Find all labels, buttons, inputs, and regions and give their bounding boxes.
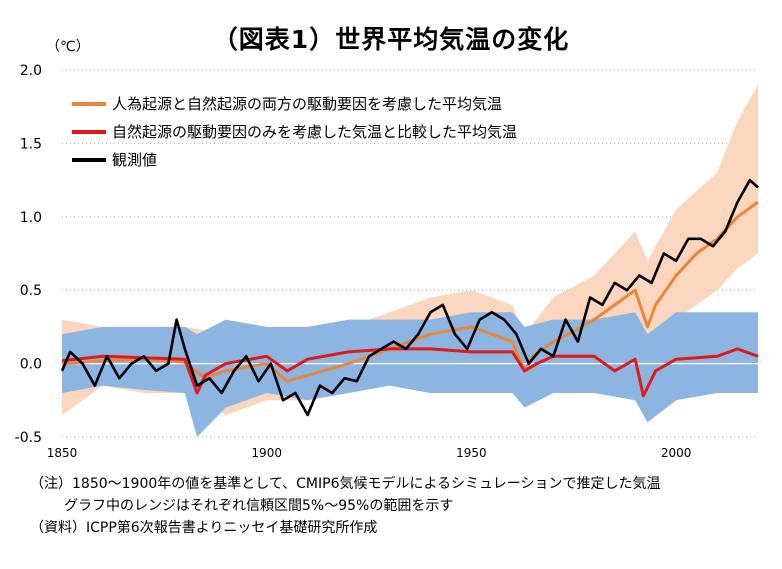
- legend-natural-label: 自然起源の駆動要因のみを考慮した気温と比較した平均気温: [112, 123, 517, 141]
- x-tick-label-3: 2000: [661, 446, 692, 460]
- x-tick-label-2: 1950: [456, 446, 487, 460]
- x-tick-label-0: 1850: [47, 446, 78, 460]
- series-natural-line: [61, 347, 759, 398]
- series-observed-line: [60, 178, 759, 417]
- legend-observed-label: 観測値: [112, 151, 157, 169]
- y-tick-label-3: 1.0: [20, 210, 42, 226]
- note-source: （資料）ICPP第6次報告書よりニッセイ基礎研究所作成: [30, 520, 378, 536]
- y-tick-label-2: 0.5: [20, 283, 42, 299]
- y-axis-unit: （℃）: [46, 39, 90, 55]
- chart-title: （図表1）世界平均気温の変化: [212, 25, 570, 54]
- legend-human-natural-label: 人為起源と自然起源の両方の駆動要因を考慮した平均気温: [112, 95, 502, 113]
- note-range: グラフ中のレンジはそれぞれ信頼区間5%～95%の範囲を示す: [64, 498, 454, 514]
- y-tick-label-1: 0.0: [20, 357, 42, 373]
- y-tick-label-0: -0.5: [15, 430, 42, 446]
- series-human-natural-line: [61, 200, 759, 383]
- range-natural: [62, 312, 758, 437]
- x-tick-label-1: 1900: [251, 446, 282, 460]
- y-tick-label-4: 1.5: [20, 136, 42, 152]
- note-baseline: （注）1850～1900年の値を基準として、CMIP6気候モデルによるシミュレー…: [30, 476, 661, 492]
- y-tick-label-5: 2.0: [20, 63, 42, 79]
